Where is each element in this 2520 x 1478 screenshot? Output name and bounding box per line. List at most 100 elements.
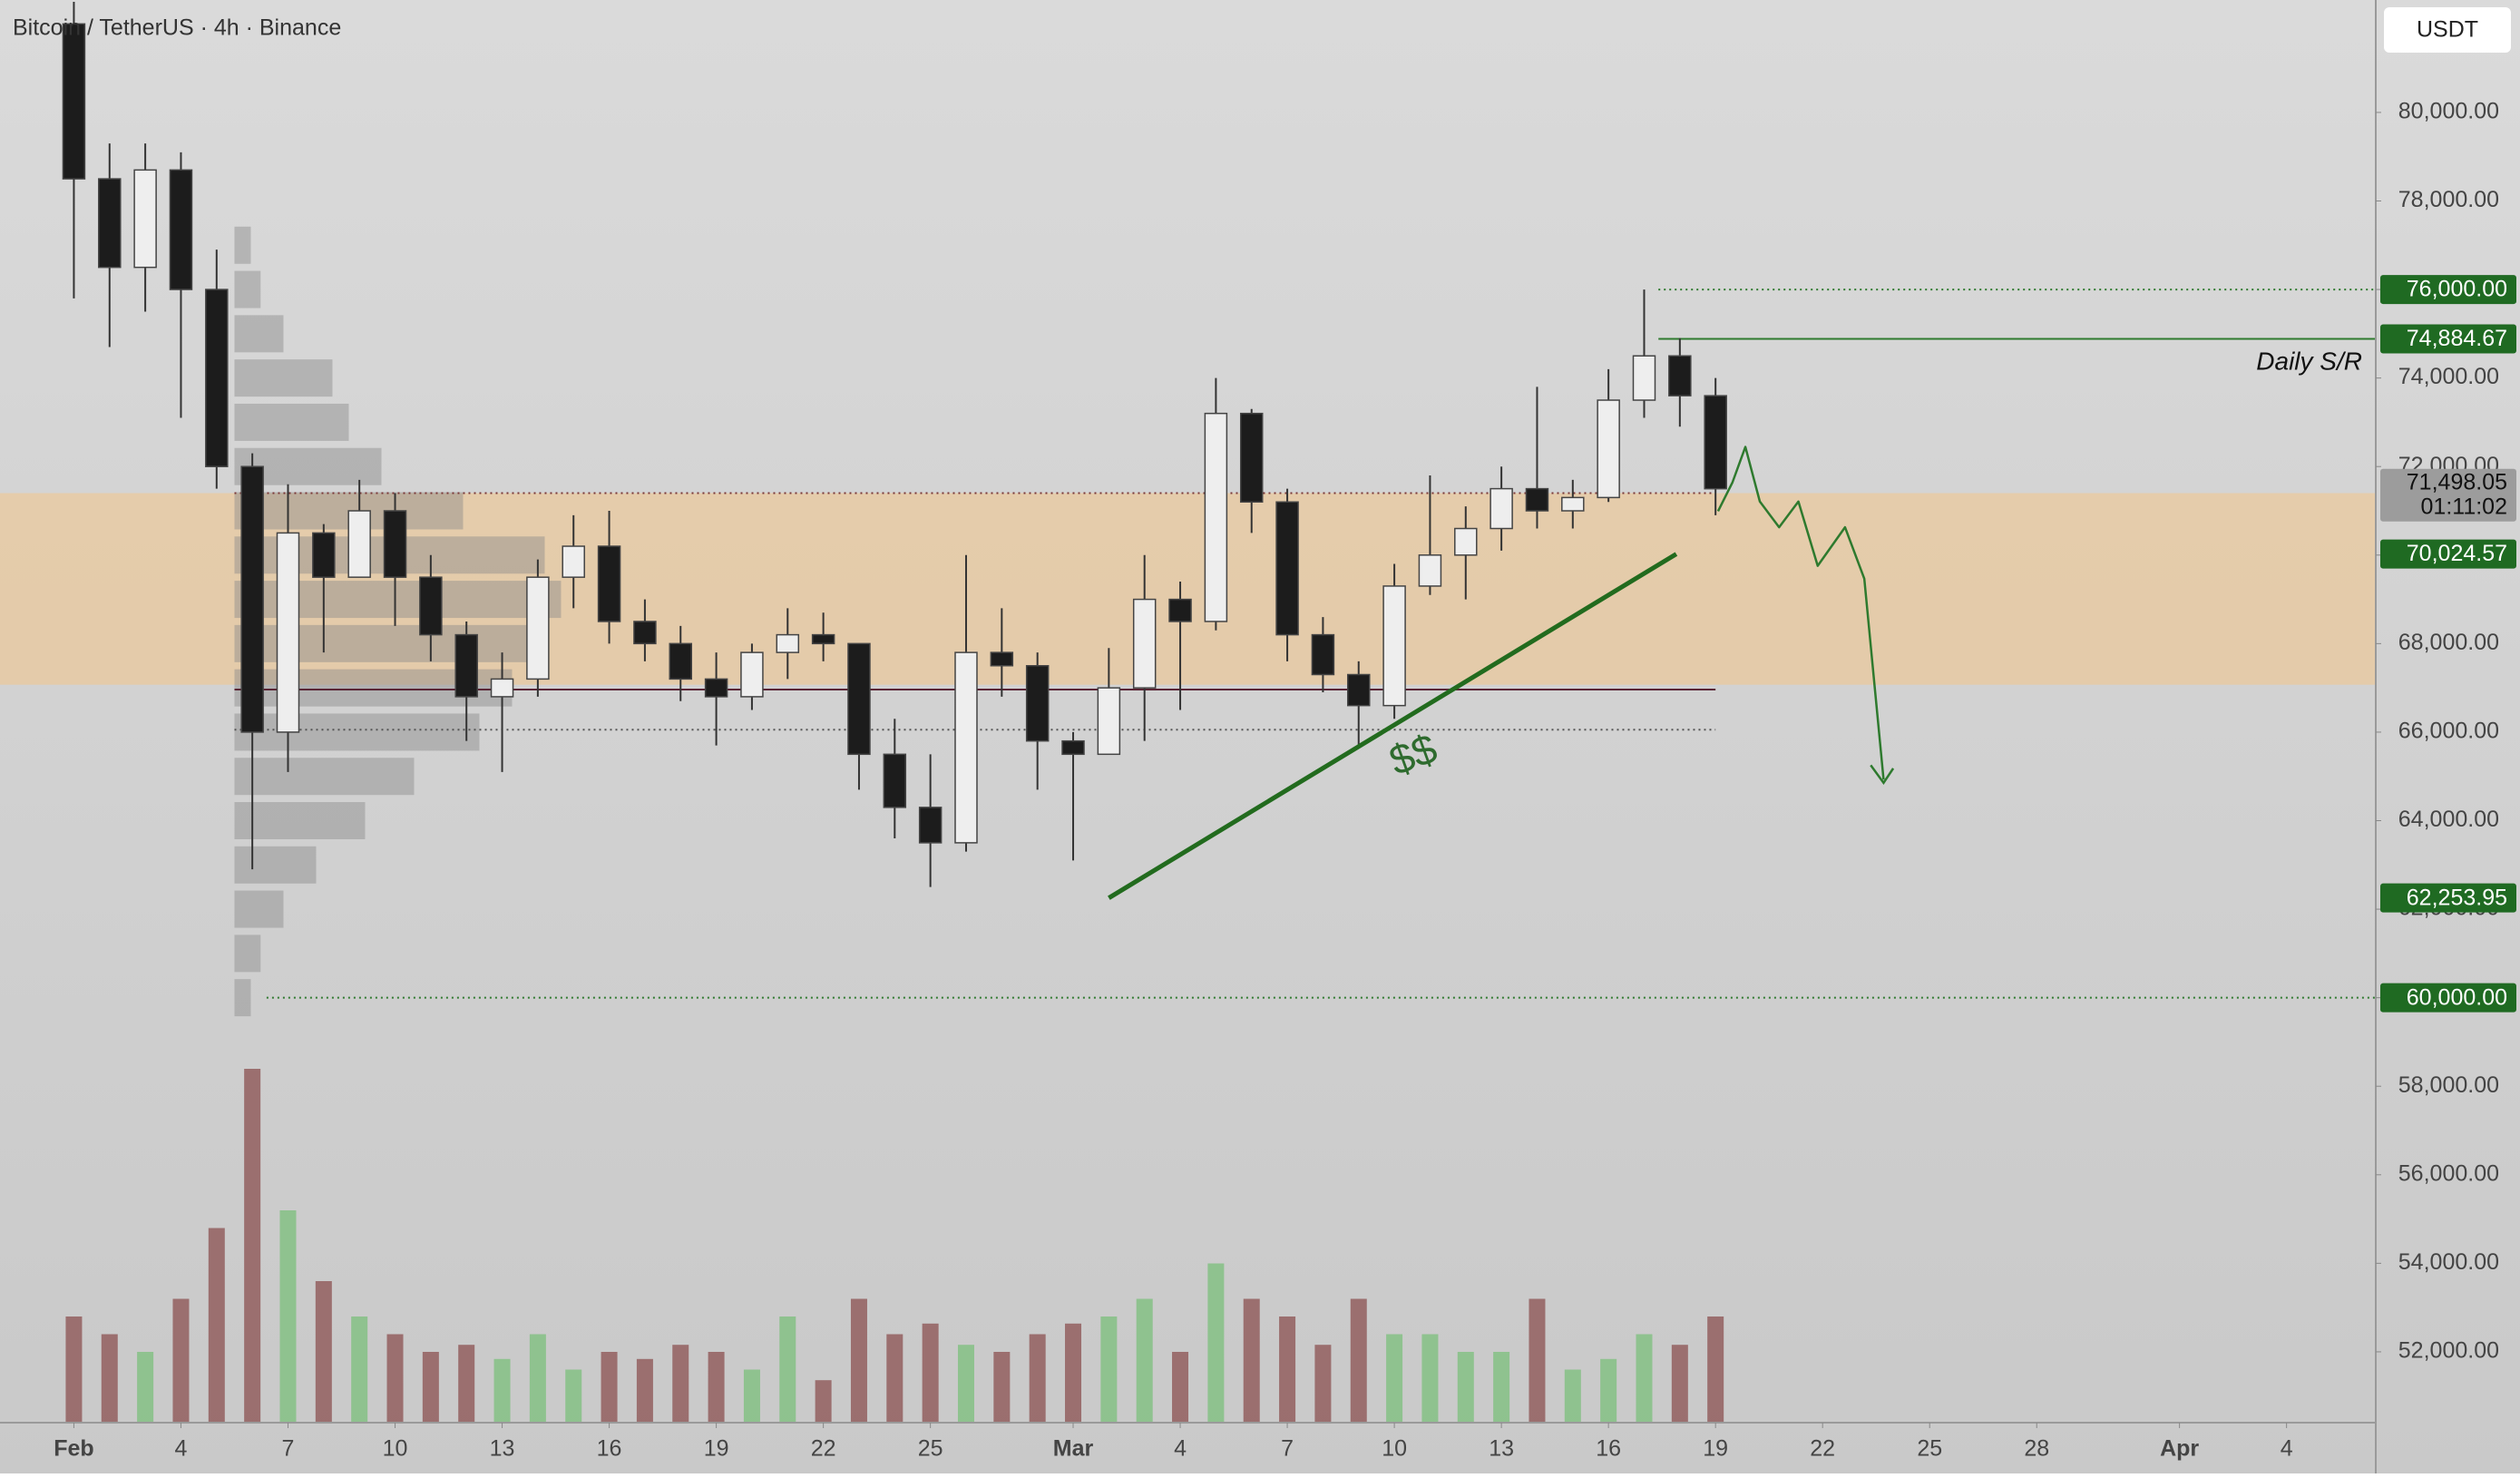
volume-bar [529, 1334, 546, 1423]
volume-bar [922, 1323, 939, 1423]
volume-bar [1493, 1352, 1510, 1423]
price-tag [2380, 983, 2516, 1013]
volume-profile-bar [234, 846, 317, 884]
x-tick-label: 22 [1810, 1436, 1835, 1462]
candle-body [312, 532, 336, 578]
y-tick-label: 68,000.00 [2398, 630, 2499, 655]
x-tick-label: Apr [2160, 1436, 2199, 1462]
candle-body [1168, 598, 1192, 622]
volume-bar [493, 1358, 511, 1423]
last-price-label: 71,498.05 [2407, 469, 2507, 494]
volume-bar [458, 1345, 475, 1423]
volume-bar [172, 1298, 190, 1423]
x-tick-label: 19 [1703, 1436, 1728, 1462]
volume-profile-bar [234, 403, 349, 441]
price-tag [2380, 883, 2516, 913]
y-tick-label: 64,000.00 [2398, 807, 2499, 832]
volume-bar [1564, 1369, 1581, 1423]
x-tick-label: 16 [1596, 1436, 1621, 1462]
candle-body [1418, 554, 1442, 587]
candle-body [1311, 633, 1335, 676]
volume-bar [565, 1369, 582, 1423]
candle-body [240, 465, 264, 733]
candle-body [98, 178, 122, 269]
volume-bar [1243, 1298, 1260, 1423]
volume-bar [743, 1369, 760, 1423]
volume-bar [1386, 1334, 1403, 1423]
y-tick-label: 66,000.00 [2398, 719, 2499, 744]
candle-body [918, 807, 943, 844]
volume-bar [601, 1352, 618, 1423]
candle-body [1347, 673, 1371, 707]
candle-body [1597, 399, 1620, 499]
volume-bar [957, 1345, 974, 1423]
y-tick-label: 80,000.00 [2398, 99, 2499, 124]
candle-body [383, 510, 407, 578]
candle-body [1061, 739, 1085, 756]
volume-profile-bar [234, 315, 284, 353]
volume-profile-bar [234, 359, 333, 397]
volume-bar [779, 1316, 796, 1423]
y-tick-label: 54,000.00 [2398, 1249, 2499, 1275]
x-tick-label: 4 [175, 1436, 188, 1462]
volume-bar [1029, 1334, 1046, 1423]
currency-button[interactable] [2384, 7, 2511, 53]
volume-bar [1671, 1345, 1688, 1423]
price-tag-label: 60,000.00 [2407, 984, 2507, 1010]
volume-bar [1207, 1263, 1225, 1423]
candle-body [847, 642, 871, 756]
volume-bar [993, 1352, 1011, 1423]
candle-body [740, 651, 764, 698]
candle-body [1382, 585, 1406, 707]
candle-body [1668, 355, 1692, 396]
volume-bar [1314, 1345, 1332, 1423]
candle-body [454, 633, 478, 698]
volume-profile-bar [234, 802, 366, 839]
candle-body [562, 545, 585, 578]
candle-body [633, 621, 657, 645]
candle-body [597, 545, 621, 622]
x-tick-label: 25 [918, 1436, 943, 1462]
currency-button-label[interactable]: USDT [2417, 17, 2478, 43]
last-price-tag [2380, 468, 2516, 522]
volume-bar [886, 1334, 903, 1423]
price-tag-label: 76,000.00 [2407, 277, 2507, 302]
candle-body [1275, 501, 1299, 636]
y-tick-label: 52,000.00 [2398, 1338, 2499, 1364]
volume-bar [386, 1334, 404, 1423]
volume-bar [1600, 1358, 1617, 1423]
volume-bar [422, 1352, 439, 1423]
candle-body [776, 633, 800, 653]
candle-body [883, 753, 907, 808]
x-tick-label: 10 [383, 1436, 408, 1462]
candle-body [1525, 487, 1549, 512]
volume-profile-bar [234, 935, 261, 973]
candle-body [1132, 598, 1157, 689]
volume-bar [351, 1316, 368, 1423]
x-tick-label: 13 [490, 1436, 515, 1462]
volume-bar [315, 1281, 332, 1423]
candle-body [1490, 487, 1513, 530]
price-tag [2380, 539, 2516, 569]
x-tick-label: 19 [704, 1436, 729, 1462]
volume-bar [244, 1069, 261, 1423]
candle-body [1239, 412, 1264, 503]
countdown: 01:11:02 [2421, 494, 2507, 519]
price-tag-label: 62,253.95 [2407, 885, 2507, 910]
x-tick-label: 10 [1382, 1436, 1407, 1462]
volume-bar [708, 1352, 725, 1423]
candle-body [1204, 412, 1228, 622]
x-tick-label: 16 [597, 1436, 622, 1462]
volume-bar [1707, 1316, 1724, 1423]
volume-bar [1065, 1323, 1082, 1423]
candle-body [419, 576, 443, 636]
projection-path [1716, 445, 1885, 780]
candle-body [526, 576, 550, 680]
volume-bar [1421, 1334, 1439, 1423]
x-tick-label: Mar [1053, 1436, 1094, 1462]
candle-body [990, 651, 1014, 667]
volume-bar [1529, 1298, 1546, 1423]
